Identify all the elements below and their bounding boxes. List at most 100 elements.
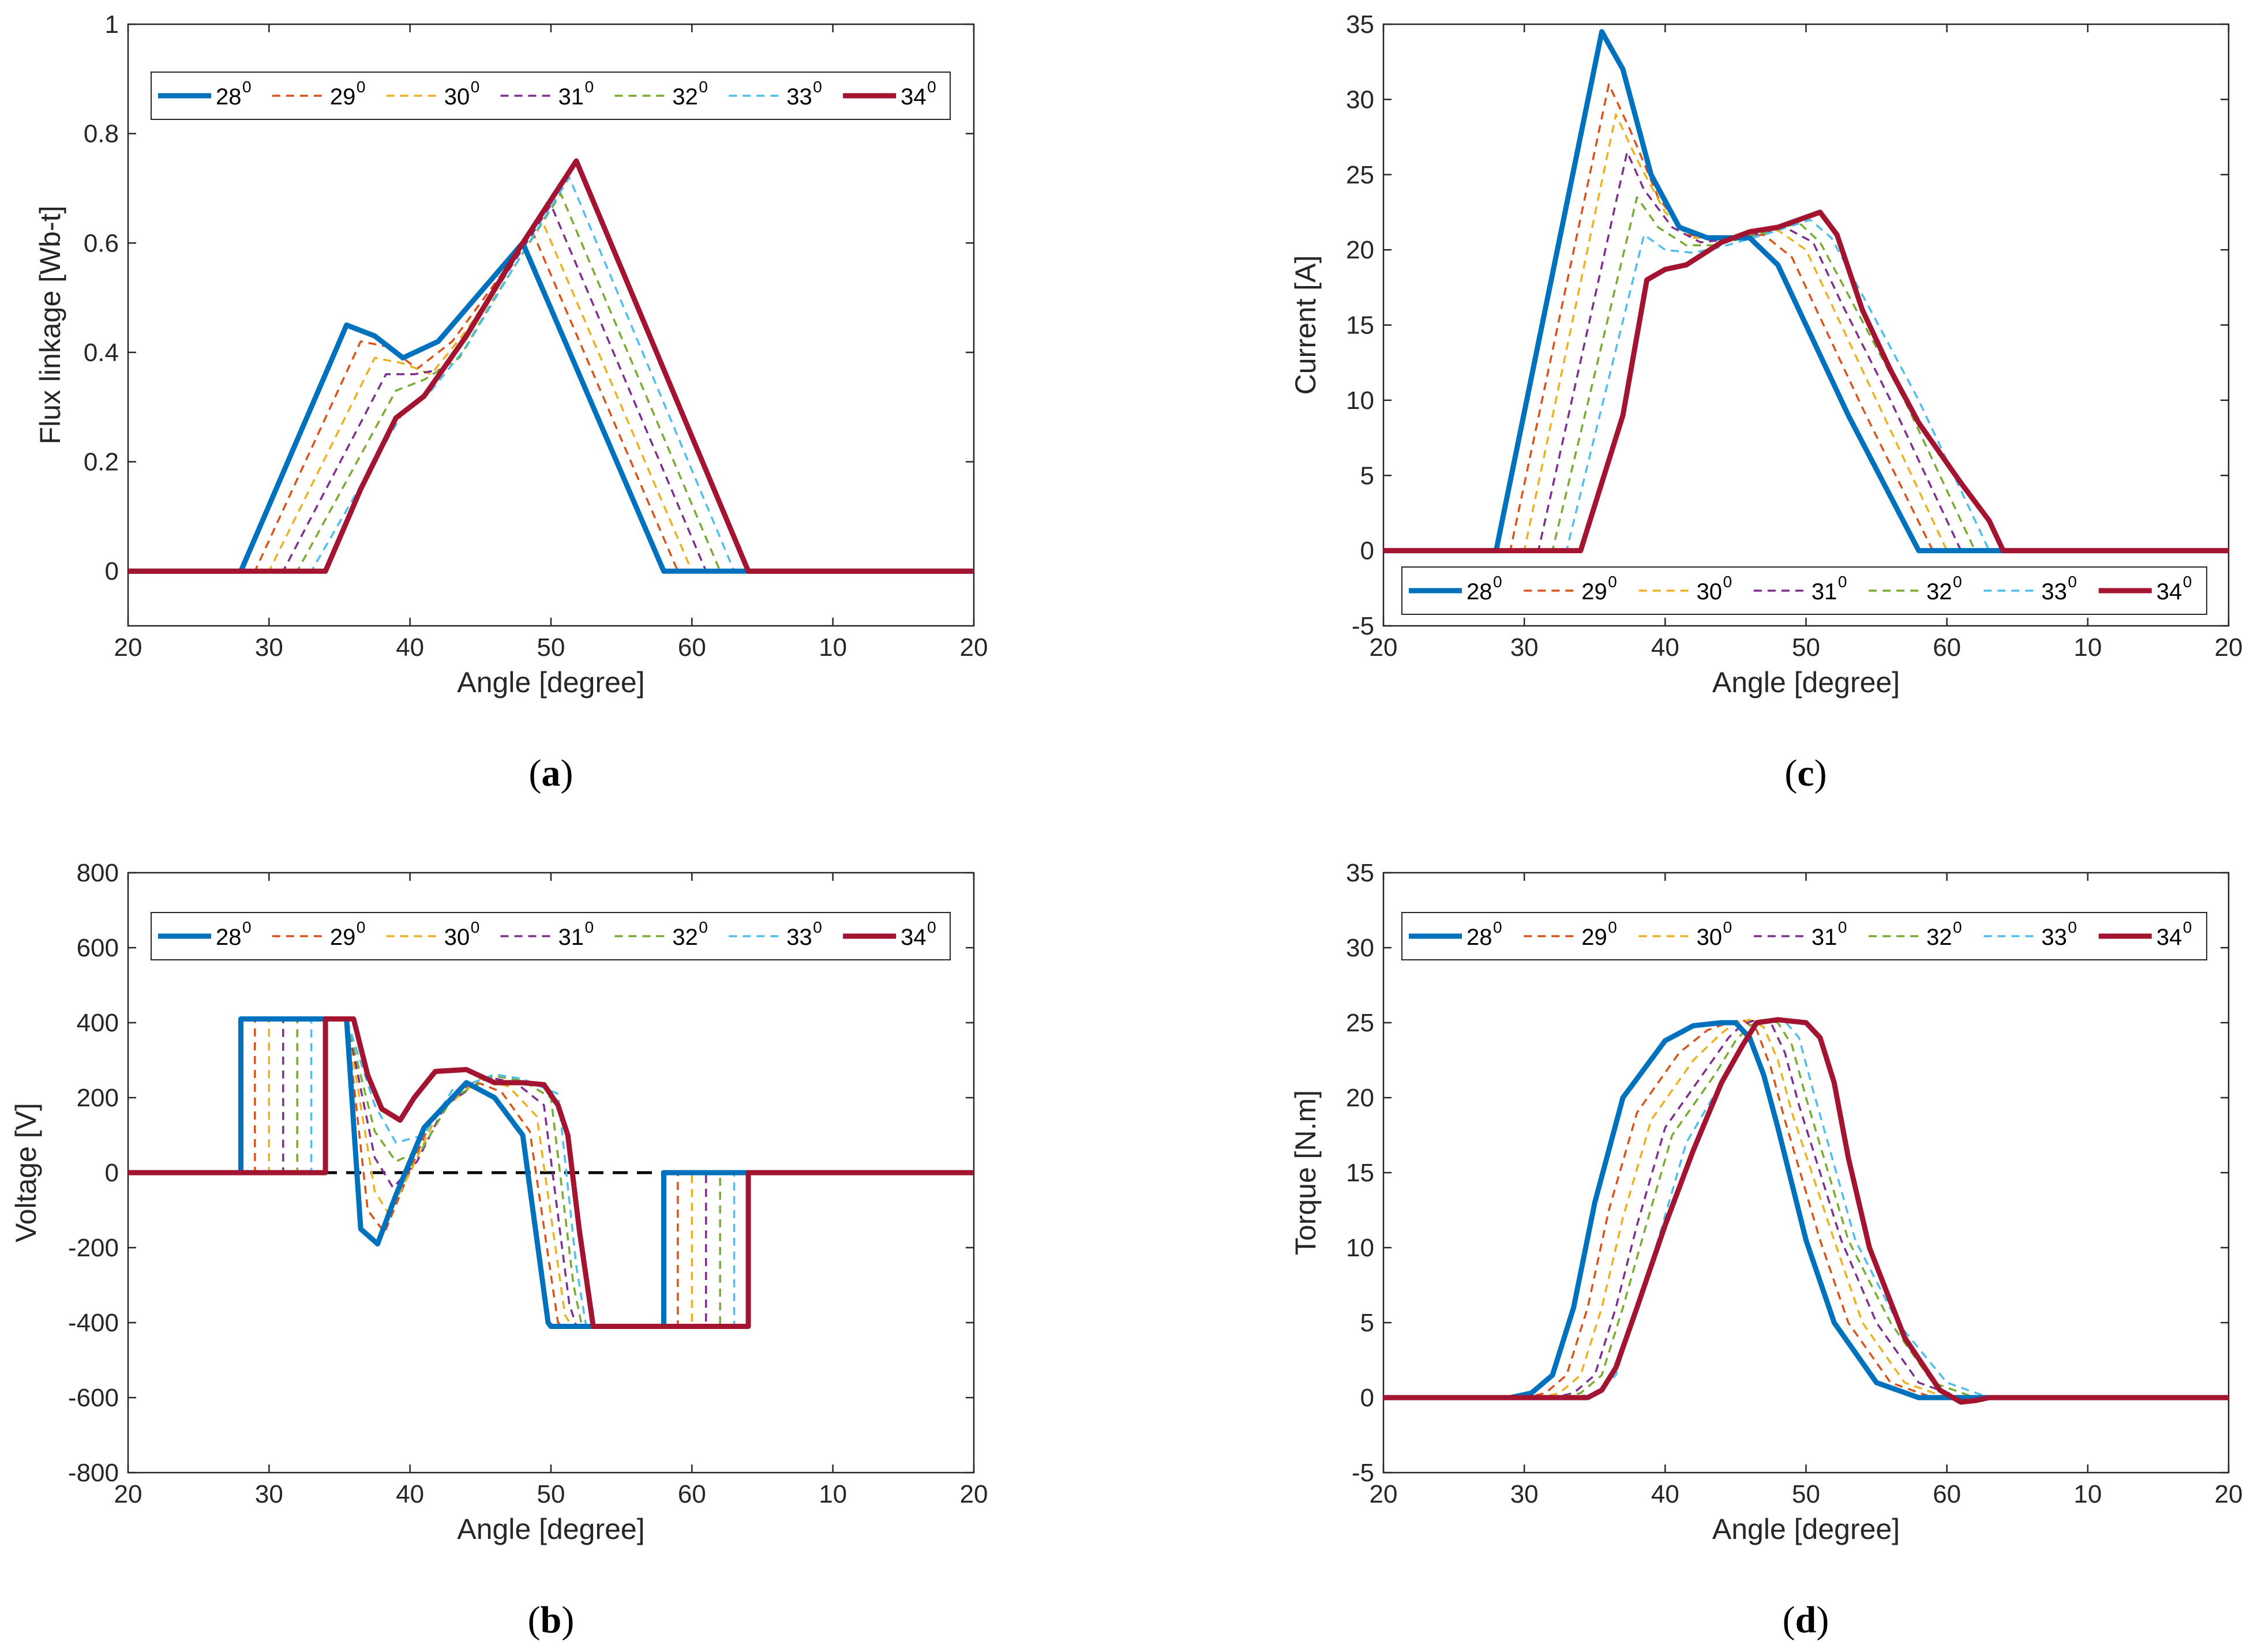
y-tick-label: 25 xyxy=(1346,1009,1374,1037)
legend-label-30: 30 xyxy=(444,925,470,950)
legend-label-32: 32 xyxy=(1926,579,1952,605)
y-tick-label: -400 xyxy=(68,1309,119,1337)
legend-label-33: 33 xyxy=(2041,579,2067,605)
x-tick-label: 20 xyxy=(2215,1480,2243,1508)
caption-open-paren: ( xyxy=(528,1599,541,1641)
y-tick-label: 30 xyxy=(1346,85,1374,114)
legend-label-34: 34 xyxy=(2157,925,2182,950)
y-tick-label: 0.4 xyxy=(84,339,119,367)
legend-label-31: 31 xyxy=(1812,925,1837,950)
y-tick-label: 0.6 xyxy=(84,229,119,257)
x-tick-label: 50 xyxy=(537,633,565,662)
y-tick-label: -5 xyxy=(1352,1459,1374,1487)
legend-degree-superscript: 0 xyxy=(1838,573,1847,591)
legend-box xyxy=(151,912,951,960)
legend-degree-superscript: 0 xyxy=(1723,573,1732,591)
legend-label-28: 28 xyxy=(216,84,242,110)
legend-degree-superscript: 0 xyxy=(1493,573,1502,591)
legend-label-32: 32 xyxy=(1926,925,1952,950)
y-tick-label: 5 xyxy=(1360,1309,1374,1337)
legend-label-28: 28 xyxy=(216,925,242,950)
legend-label-33: 33 xyxy=(786,925,812,950)
caption-letter: c xyxy=(1797,752,1814,794)
caption-letter: d xyxy=(1795,1599,1817,1641)
y-tick-label: 5 xyxy=(1360,461,1374,490)
y-tick-label: 15 xyxy=(1346,311,1374,340)
y-tick-label: 25 xyxy=(1346,161,1374,189)
legend-degree-superscript: 0 xyxy=(813,918,822,936)
legend-label-31: 31 xyxy=(1812,579,1837,605)
series-group xyxy=(1383,29,2229,554)
legend-degree-superscript: 0 xyxy=(242,78,252,96)
x-tick-label: 60 xyxy=(1933,1480,1961,1508)
legend-degree-superscript: 0 xyxy=(927,918,936,936)
caption-letter: a xyxy=(542,752,561,794)
x-tick-label: 20 xyxy=(1370,1480,1398,1508)
legend-degree-superscript: 0 xyxy=(585,78,594,96)
series-line-34 xyxy=(1383,209,2229,554)
y-tick-label: 10 xyxy=(1346,1234,1374,1262)
y-tick-label: 0 xyxy=(105,1159,119,1187)
panel-caption: (c) xyxy=(1784,752,1827,794)
x-tick-label: 40 xyxy=(396,633,424,662)
legend: 28 0 29 0 30 0 31 0 32 0 33 0 34 0 xyxy=(151,912,951,960)
legend-label-34: 34 xyxy=(901,84,927,110)
y-tick-label: 0.2 xyxy=(84,448,119,476)
x-tick-label: 30 xyxy=(255,633,283,662)
series-line-34 xyxy=(128,158,974,574)
series-line-34 xyxy=(1383,1017,2229,1405)
x-tick-label: 20 xyxy=(2215,633,2243,662)
y-tick-label: -200 xyxy=(68,1234,119,1262)
legend-label-34: 34 xyxy=(2157,579,2182,605)
legend: 28 0 29 0 30 0 31 0 32 0 33 0 34 0 xyxy=(1401,912,2207,960)
legend-degree-superscript: 0 xyxy=(1953,573,1962,591)
legend-label-34: 34 xyxy=(901,925,927,950)
y-tick-label: 10 xyxy=(1346,386,1374,415)
x-axis-label: Angle [degree] xyxy=(457,666,644,699)
caption-close-paren: ) xyxy=(1814,752,1827,794)
x-tick-label: 60 xyxy=(678,633,706,662)
y-tick-label: 30 xyxy=(1346,934,1374,962)
plot-area-frame xyxy=(127,23,975,627)
series-group xyxy=(128,158,974,574)
legend-degree-superscript: 0 xyxy=(927,78,936,96)
x-tick-label: 50 xyxy=(1792,1480,1820,1508)
y-axis-label: Voltage [V] xyxy=(10,1103,42,1242)
legend-label-28: 28 xyxy=(1467,579,1492,605)
x-tick-label: 10 xyxy=(2073,1480,2102,1508)
legend-label-30: 30 xyxy=(1697,925,1723,950)
legend-label-32: 32 xyxy=(672,84,698,110)
x-tick-label: 40 xyxy=(1651,1480,1679,1508)
series-line-28 xyxy=(1383,29,2229,554)
series-line-28 xyxy=(128,240,974,574)
legend-label-33: 33 xyxy=(2041,925,2067,950)
series-line-34 xyxy=(128,1016,974,1329)
legend-label-31: 31 xyxy=(558,925,584,950)
caption-open-paren: ( xyxy=(1783,1599,1795,1641)
y-tick-label: 0.8 xyxy=(84,120,119,148)
series-line-33 xyxy=(128,176,974,572)
legend-label-30: 30 xyxy=(1697,579,1723,605)
panel-caption: (b) xyxy=(528,1599,575,1641)
legend-degree-superscript: 0 xyxy=(1493,918,1502,936)
legend-label-29: 29 xyxy=(330,925,356,950)
series-line-32 xyxy=(128,193,974,572)
x-tick-label: 20 xyxy=(114,633,142,662)
panel-caption: (d) xyxy=(1783,1599,1829,1641)
legend-label-29: 29 xyxy=(1581,925,1607,950)
legend-label-33: 33 xyxy=(786,84,812,110)
x-tick-label: 20 xyxy=(1370,633,1398,662)
series-line-32 xyxy=(1383,196,2229,552)
caption-letter: b xyxy=(541,1599,562,1641)
x-axis-label: Angle [degree] xyxy=(457,1513,644,1545)
legend-label-30: 30 xyxy=(444,84,470,110)
x-tick-label: 60 xyxy=(678,1480,706,1508)
series-line-29 xyxy=(1383,1019,2229,1399)
legend-degree-superscript: 0 xyxy=(242,918,252,936)
legend: 28 0 29 0 30 0 31 0 32 0 33 0 34 0 xyxy=(1401,566,2207,615)
legend-degree-superscript: 0 xyxy=(1723,918,1732,936)
y-tick-label: 35 xyxy=(1346,859,1374,887)
legend-degree-superscript: 0 xyxy=(2068,918,2077,936)
